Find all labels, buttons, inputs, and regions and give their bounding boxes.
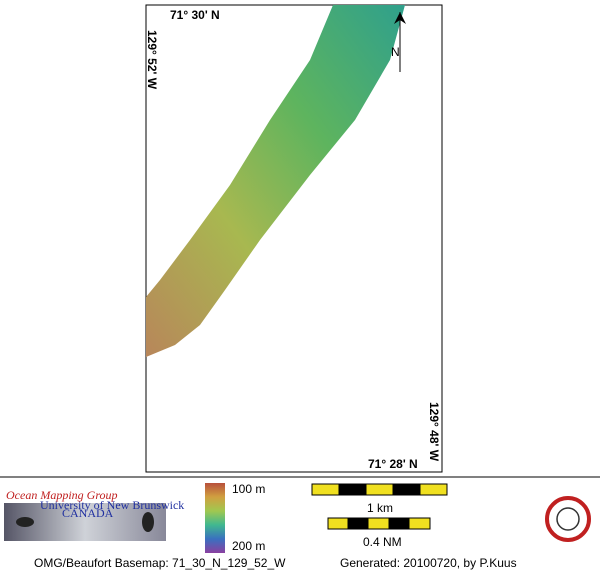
country: CANADA xyxy=(62,506,114,520)
org-name: Ocean Mapping Group xyxy=(6,488,118,502)
north-label: N xyxy=(391,45,400,59)
agency-logo-globe xyxy=(556,507,580,531)
lat-label: 71° 30' N xyxy=(170,8,220,22)
lon-label: 129° 48' W xyxy=(427,402,441,462)
scale-label: 0.4 NM xyxy=(363,535,402,549)
map-frame xyxy=(145,4,443,473)
basemap-id: OMG/Beaufort Basemap: 71_30_N_129_52_W xyxy=(34,556,286,570)
generated-note: Generated: 20100720, by P.Kuus xyxy=(340,556,517,570)
depth-label: 200 m xyxy=(232,539,265,553)
scale-label: 1 km xyxy=(367,501,393,515)
logo-shape xyxy=(142,512,154,532)
logo-shape xyxy=(16,517,34,527)
depth-label: 100 m xyxy=(232,482,265,496)
bathymetry-swath xyxy=(146,5,405,357)
lon-label: 129° 52' W xyxy=(145,30,159,90)
university: University of New Brunswick xyxy=(40,498,184,512)
nm-scale-bar xyxy=(327,517,431,530)
depth-color-bar xyxy=(205,483,225,553)
north-arrow-head xyxy=(394,12,406,24)
km-scale-bar xyxy=(311,483,448,496)
lat-label: 71° 28' N xyxy=(368,457,418,471)
